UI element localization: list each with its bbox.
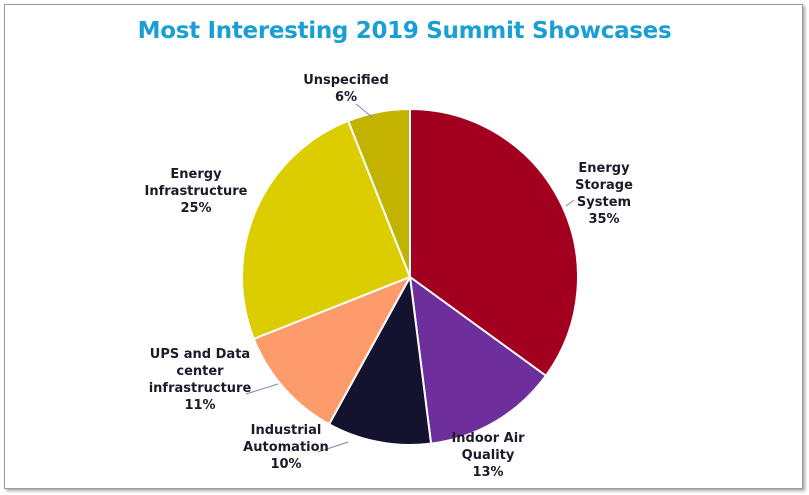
- slice-label-5: Unspecified 6%: [303, 73, 389, 105]
- leader-line-2: [317, 441, 349, 453]
- leader-lines: [245, 103, 575, 453]
- pie-slice-4: [241, 119, 411, 340]
- leader-line-0: [565, 199, 575, 207]
- pie-slice-3: [252, 276, 411, 426]
- pie-slice-5: [347, 108, 411, 278]
- leader-line-5: [355, 103, 373, 118]
- leader-line-3: [245, 383, 279, 395]
- slice-label-3: UPS and Data center infrastructure 11%: [149, 347, 252, 413]
- pie-slice-2: [328, 276, 433, 446]
- chart-title: Most Interesting 2019 Summit Showcases: [137, 18, 672, 44]
- slice-label-4: Energy Infrastructure 25%: [145, 167, 248, 216]
- slice-labels: Energy Storage System 35% Indoor Air Quality 1…: [145, 73, 634, 480]
- slice-label-1: Indoor Air Quality 13%: [451, 431, 525, 480]
- pie-slice-1: [409, 276, 547, 445]
- slice-label-2: Industrial Automation 10%: [243, 423, 329, 472]
- pie-slices: [241, 108, 579, 446]
- pie-slice-0: [409, 108, 579, 377]
- slice-label-0: Energy Storage System 35%: [575, 161, 633, 227]
